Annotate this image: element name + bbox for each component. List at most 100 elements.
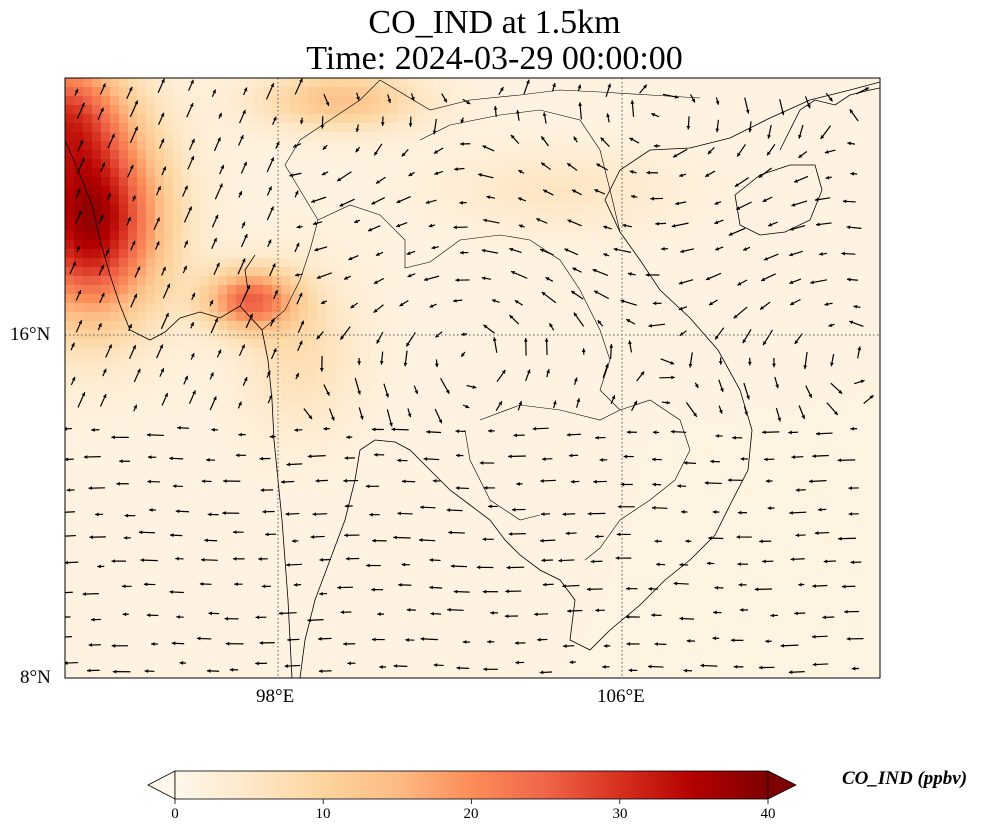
- wind-arrow: [156, 344, 164, 359]
- wind-arrow: [837, 458, 856, 463]
- wind-arrow: [462, 404, 470, 409]
- wind-arrow: [199, 582, 212, 586]
- wind-arrow: [319, 355, 324, 372]
- wind-arrow: [172, 484, 183, 489]
- wind-arrow: [266, 370, 271, 378]
- wind-arrow: [562, 584, 580, 589]
- wind-arrow: [393, 664, 408, 668]
- wind-arrow: [759, 539, 772, 544]
- wind-arrow: [714, 219, 724, 225]
- wind-arrow: [179, 661, 186, 665]
- wind-arrow: [481, 276, 492, 281]
- wind-arrow: [564, 248, 579, 256]
- wind-arrow: [481, 248, 498, 254]
- wind-arrow: [490, 610, 498, 615]
- wind-arrow: [433, 663, 444, 668]
- wind-arrow: [736, 535, 752, 539]
- wind-arrow: [323, 93, 330, 107]
- wind-arrow: [523, 338, 528, 356]
- wind-arrow: [76, 245, 81, 253]
- wind-arrow: [286, 462, 303, 467]
- wind-arrow: [822, 615, 835, 620]
- wind-arrow: [828, 323, 835, 327]
- wind-arrow: [328, 408, 335, 421]
- wind-arrow: [628, 668, 638, 673]
- wind-arrow: [513, 433, 525, 438]
- wind-arrow: [176, 615, 184, 619]
- lat-tick-label-8: 8°N: [20, 667, 51, 688]
- wind-arrow: [343, 642, 356, 646]
- wind-arrow: [112, 669, 131, 674]
- wind-arrow: [651, 505, 668, 510]
- wind-arrow: [425, 199, 437, 205]
- colorbar-title: CO_IND (ppbv): [842, 768, 968, 789]
- wind-arrow: [581, 348, 586, 355]
- wind-arrow: [408, 116, 413, 127]
- wind-arrow: [672, 148, 688, 158]
- wind-arrow: [127, 164, 134, 178]
- wind-arrow: [340, 610, 352, 615]
- wind-arrow: [660, 358, 675, 365]
- wind-arrow: [238, 344, 246, 357]
- wind-arrow: [303, 408, 313, 420]
- colorbar-extend-high: [767, 770, 797, 800]
- wind-arrow: [348, 254, 359, 261]
- wind-arrow: [153, 217, 161, 231]
- wind-arrow: [77, 139, 84, 152]
- wind-arrow: [266, 206, 274, 221]
- wind-arrow: [628, 340, 633, 353]
- wind-arrow: [772, 357, 776, 368]
- wind-arrow: [98, 214, 104, 225]
- wind-arrow: [525, 369, 531, 381]
- wind-arrow: [603, 225, 612, 230]
- wind-arrow: [647, 664, 664, 669]
- colorbar-extend-low: [147, 770, 176, 800]
- wind-arrow: [754, 587, 773, 592]
- wind-arrow: [791, 200, 808, 207]
- wind-arrow: [715, 97, 720, 105]
- wind-arrow: [357, 357, 362, 365]
- wind-arrow: [97, 564, 105, 569]
- wind-arrow: [99, 292, 105, 304]
- wind-arrow: [488, 504, 498, 509]
- wind-arrow: [296, 225, 303, 229]
- wind-arrow: [863, 394, 874, 405]
- colorbar-gradient: [174, 770, 769, 800]
- wind-arrow: [518, 224, 525, 229]
- wind-arrow: [111, 435, 129, 440]
- wind-arrow: [562, 512, 576, 517]
- wind-arrow: [238, 109, 246, 124]
- wind-arrow: [204, 538, 218, 543]
- wind-arrow: [285, 512, 300, 516]
- wind-arrow: [155, 185, 162, 196]
- wind-arrow: [373, 143, 383, 156]
- wind-arrow: [495, 400, 503, 412]
- wind-arrow: [540, 512, 551, 516]
- wind-arrow: [715, 119, 720, 133]
- wind-arrow: [620, 299, 637, 306]
- wind-arrow: [587, 511, 606, 516]
- wind-arrow: [240, 233, 248, 248]
- wind-arrow: [670, 429, 687, 434]
- wind-arrow: [175, 556, 184, 561]
- wind-arrow: [401, 562, 410, 567]
- wind-arrow: [765, 639, 772, 644]
- wind-arrow: [161, 266, 167, 276]
- wind-arrow: [238, 190, 243, 198]
- wind-arrow: [727, 478, 743, 483]
- wind-arrow: [213, 262, 220, 275]
- wind-arrow: [345, 556, 360, 561]
- wind-arrow: [610, 395, 616, 405]
- wind-arrow: [466, 384, 477, 389]
- wind-arrow: [105, 248, 110, 257]
- wind-arrow: [679, 616, 695, 621]
- wind-arrow: [678, 279, 694, 285]
- wind-arrow: [625, 615, 640, 619]
- wind-arrow: [371, 587, 383, 592]
- wind-arrow: [175, 509, 190, 514]
- wind-arrow: [570, 290, 584, 300]
- wind-arrow: [681, 509, 688, 514]
- wind-arrow: [483, 324, 495, 334]
- wind-arrow: [373, 277, 385, 285]
- wind-arrow: [183, 240, 189, 248]
